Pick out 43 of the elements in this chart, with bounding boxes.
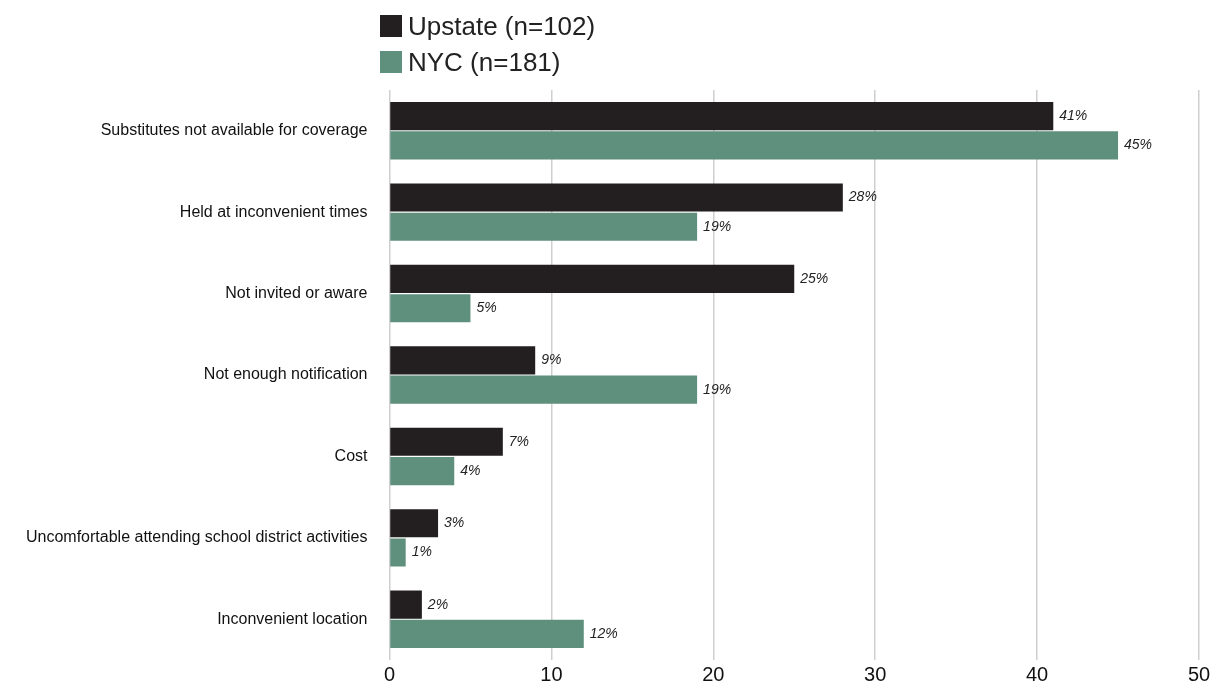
bar bbox=[390, 375, 698, 404]
bar bbox=[390, 457, 455, 486]
data-label: 3% bbox=[444, 514, 465, 531]
data-label: 9% bbox=[541, 351, 562, 368]
x-tick-label: 20 bbox=[702, 662, 725, 685]
data-label: 19% bbox=[703, 217, 732, 234]
data-label: 7% bbox=[508, 432, 530, 449]
bar bbox=[390, 101, 1054, 131]
y-tick-label: Not invited or aware bbox=[225, 283, 368, 301]
data-label: 4% bbox=[460, 461, 481, 478]
data-label: 1% bbox=[411, 543, 432, 560]
bar bbox=[390, 427, 503, 456]
data-label: 41% bbox=[1059, 106, 1088, 123]
bar bbox=[390, 212, 698, 241]
x-tick-label: 30 bbox=[864, 662, 887, 685]
bar bbox=[390, 264, 795, 293]
bar bbox=[390, 294, 471, 323]
data-label: 28% bbox=[847, 188, 877, 205]
y-tick-label: Uncomfortable attending school district activities bbox=[25, 528, 368, 546]
data-label: 19% bbox=[703, 380, 732, 397]
y-tick-label: Cost bbox=[334, 446, 369, 464]
x-tick-label: 50 bbox=[1187, 662, 1211, 685]
y-tick-label: Substitutes not available for coverage bbox=[100, 121, 368, 139]
legend-label: Upstate (n=102) bbox=[408, 10, 596, 42]
y-tick-label: Inconvenient location bbox=[217, 609, 368, 627]
y-tick-label: Held at inconvenient times bbox=[179, 202, 368, 220]
bar bbox=[390, 509, 439, 538]
y-tick-label: Not enough notification bbox=[203, 365, 368, 383]
data-label: 25% bbox=[799, 269, 829, 286]
bar bbox=[390, 183, 843, 212]
x-tick-label: 10 bbox=[540, 662, 563, 685]
x-tick-label: 40 bbox=[1025, 662, 1049, 685]
data-label: 5% bbox=[476, 299, 497, 316]
data-label: 12% bbox=[589, 624, 618, 641]
legend-label: NYC (n=181) bbox=[408, 46, 561, 78]
bar bbox=[390, 590, 422, 619]
bar bbox=[390, 538, 406, 567]
bar bbox=[390, 346, 536, 375]
x-tick-label: 0 bbox=[383, 662, 396, 685]
data-label: 45% bbox=[1124, 136, 1153, 153]
bar bbox=[390, 619, 584, 649]
bar bbox=[390, 131, 1119, 160]
data-label: 2% bbox=[426, 595, 449, 612]
